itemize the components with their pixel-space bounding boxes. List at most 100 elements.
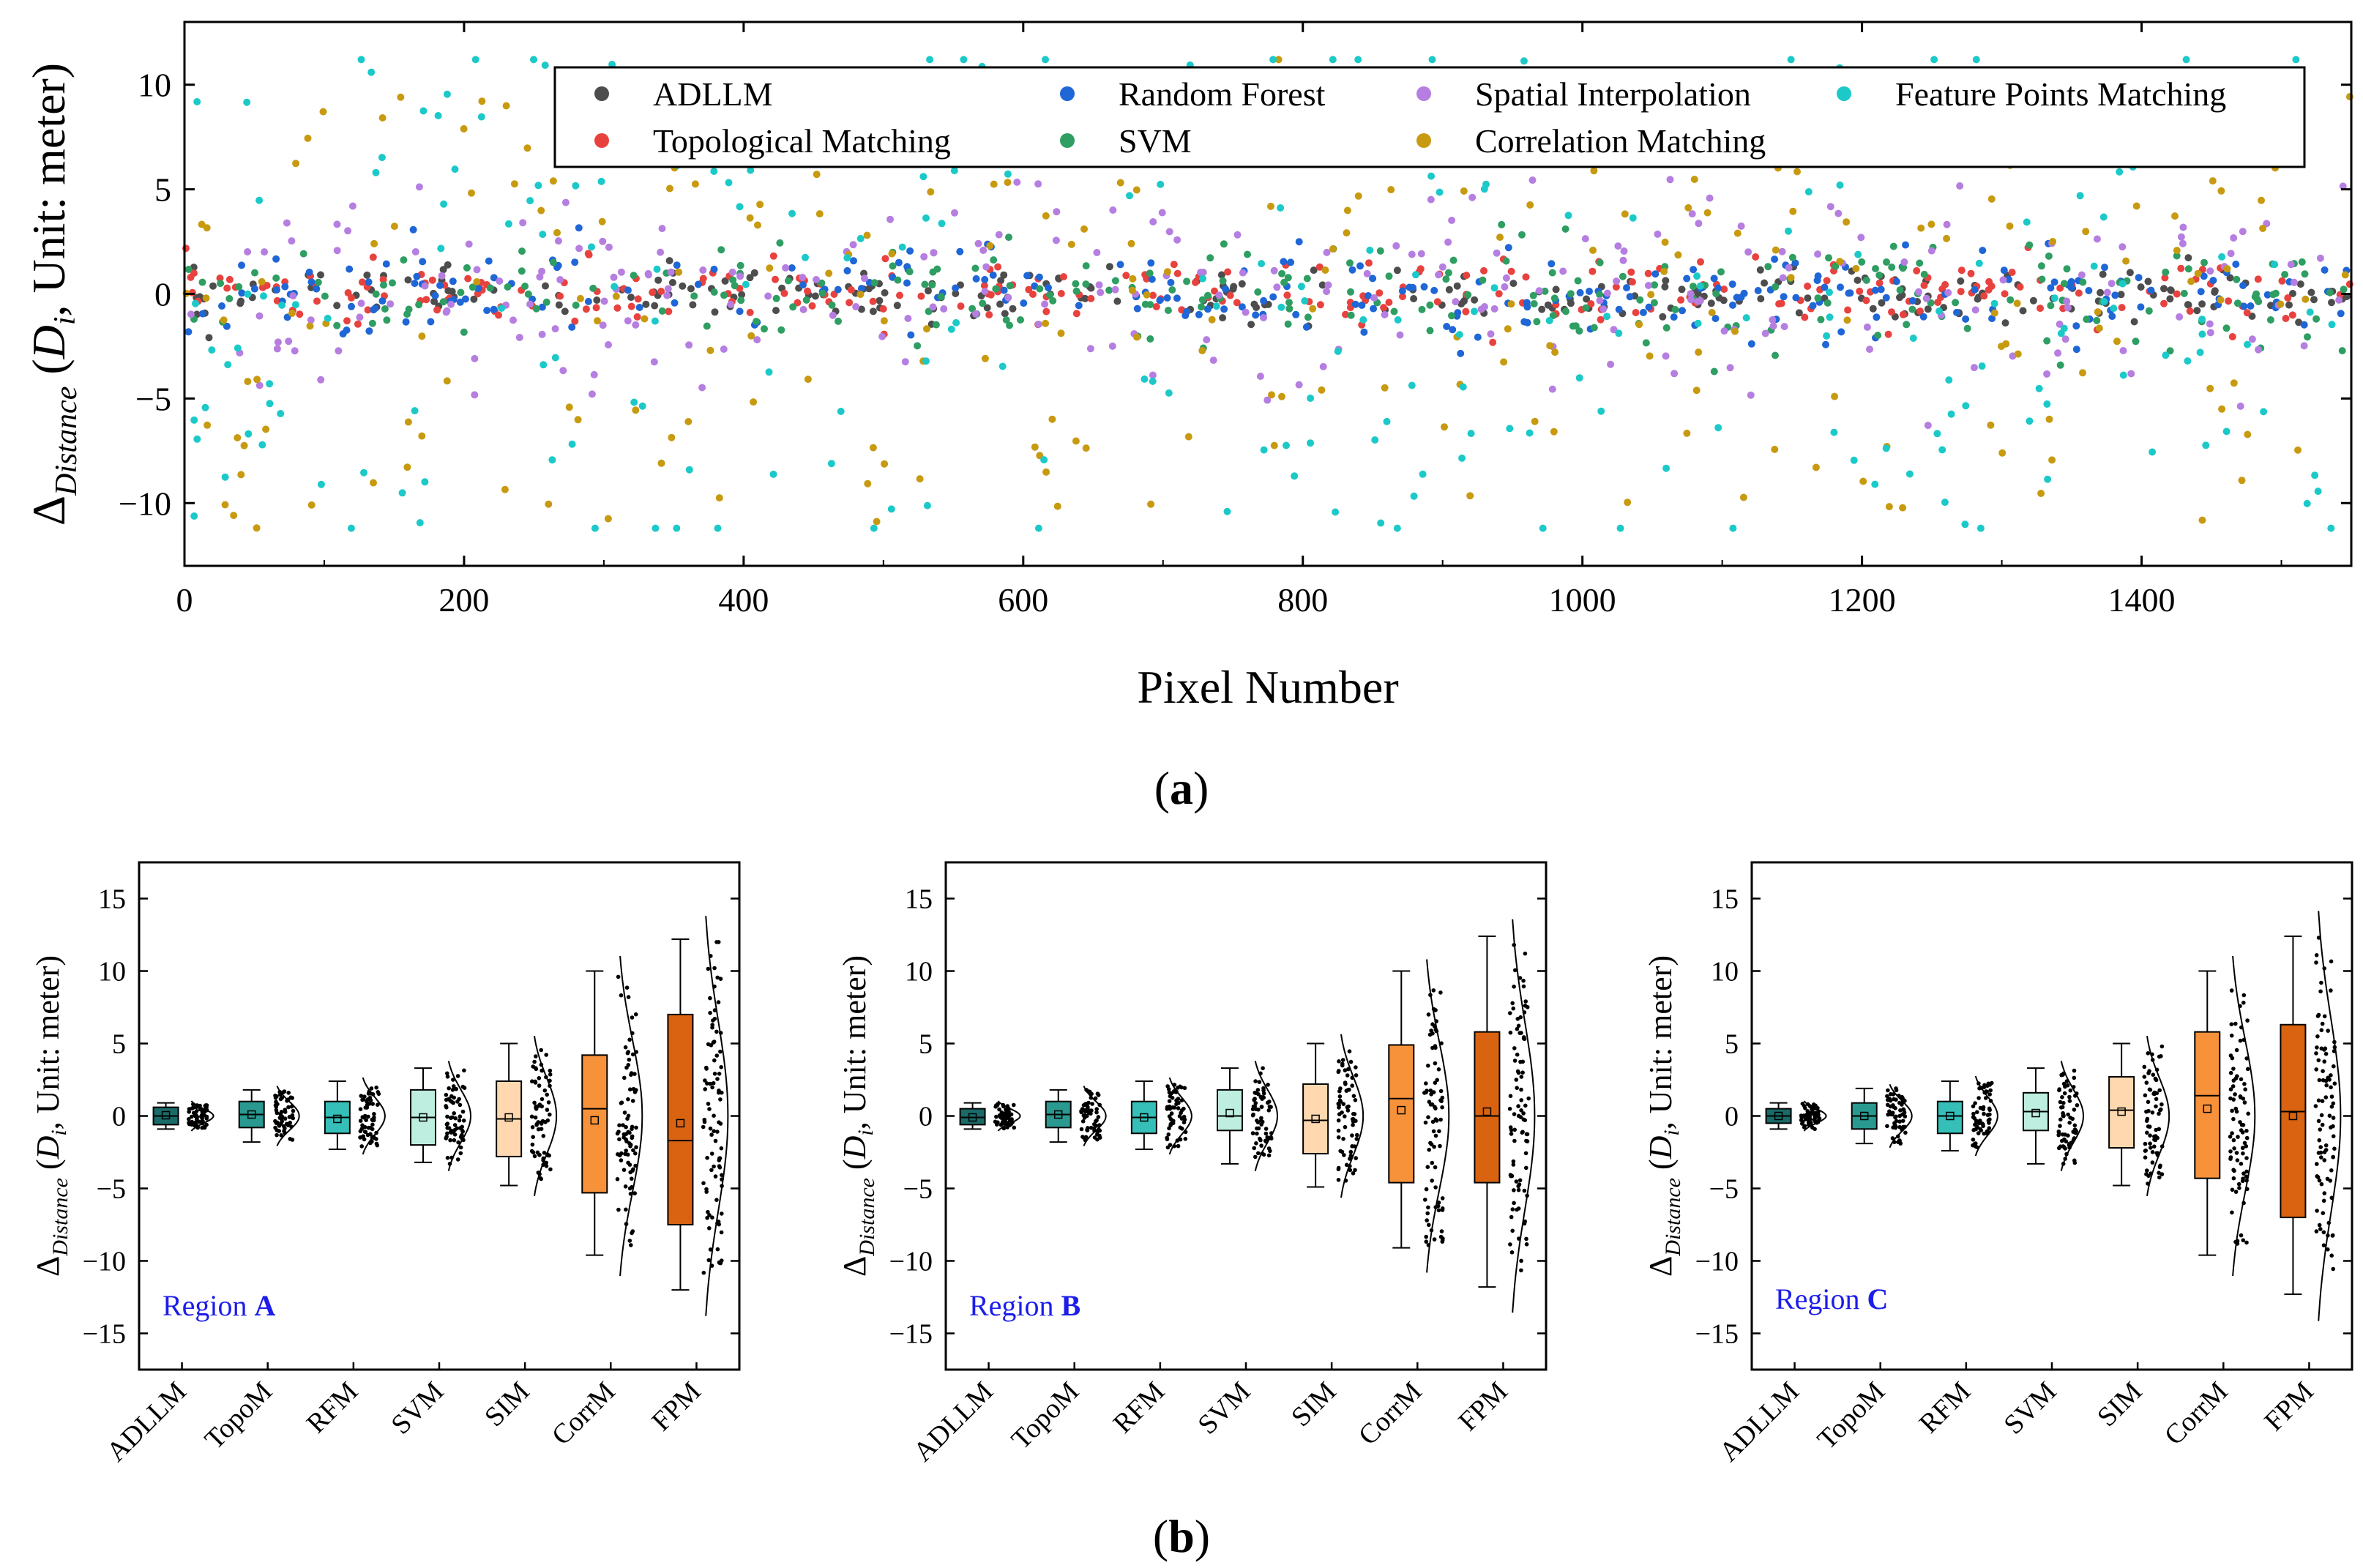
data-point	[847, 286, 855, 294]
legend-marker	[1416, 133, 1431, 148]
jitter-point	[617, 1123, 621, 1127]
data-point	[788, 264, 796, 272]
data-point	[1487, 330, 1495, 338]
jitter-point	[1425, 1211, 1430, 1216]
data-point	[1544, 301, 1552, 309]
data-point	[1412, 271, 1419, 279]
data-point	[1613, 277, 1621, 285]
data-point	[2177, 264, 2185, 272]
data-point	[378, 154, 386, 162]
data-point	[2287, 261, 2295, 269]
jitter-point	[624, 1207, 628, 1212]
jitter-point	[291, 1108, 296, 1113]
data-point	[382, 260, 390, 268]
data-point	[1278, 269, 1286, 277]
jitter-point	[536, 1127, 541, 1132]
jitter-point	[1433, 1133, 1438, 1138]
data-point	[1775, 300, 1783, 308]
x-tick-label: 400	[718, 581, 769, 619]
data-point	[932, 321, 940, 329]
data-point	[1113, 297, 1121, 305]
data-point	[1874, 332, 1882, 340]
data-point	[307, 278, 316, 286]
data-point	[1629, 214, 1637, 222]
jitter-point	[1168, 1094, 1173, 1099]
data-point	[2160, 285, 2168, 293]
jitter-point	[717, 1165, 723, 1170]
jitter-point	[460, 1130, 465, 1134]
jitter-point	[624, 1124, 628, 1130]
x-tick-label: RFM	[301, 1376, 364, 1439]
data-point	[802, 253, 809, 261]
jitter-point	[532, 1059, 537, 1064]
data-point	[811, 292, 819, 300]
data-point	[1987, 283, 1996, 290]
data-point	[198, 310, 206, 318]
jitter-point	[1437, 1129, 1441, 1134]
data-point	[906, 268, 914, 276]
data-point	[799, 274, 807, 281]
mean-marker	[247, 1110, 256, 1119]
data-point	[273, 286, 280, 294]
jitter-point	[2235, 1074, 2239, 1078]
data-point	[1167, 279, 1175, 286]
jitter-point	[998, 1122, 1004, 1127]
data-point	[2232, 261, 2240, 268]
jitter-point	[1971, 1138, 1976, 1142]
jitter-point	[2058, 1100, 2063, 1105]
data-point	[1956, 182, 1964, 190]
data-point	[2082, 228, 2090, 236]
density-curve	[2060, 1061, 2085, 1171]
data-point	[1764, 263, 1772, 271]
jitter-point	[1080, 1107, 1085, 1111]
jitter-point	[2231, 1116, 2236, 1121]
data-point	[2061, 335, 2069, 343]
legend-label: Random Forest	[1119, 75, 1326, 113]
legend-label: Topological Matching	[653, 122, 951, 160]
jitter-point	[187, 1121, 191, 1125]
data-point	[463, 264, 471, 272]
data-point	[1823, 277, 1831, 285]
jitter-point	[704, 1190, 709, 1194]
data-point	[1087, 294, 1095, 302]
jitter-point	[1343, 1082, 1348, 1086]
data-point	[1316, 301, 1324, 309]
data-point	[261, 248, 269, 256]
y-tick-label: 10	[138, 67, 171, 104]
data-point	[1481, 303, 1488, 310]
jitter-point	[544, 1164, 549, 1168]
data-point	[1924, 305, 1932, 313]
jitter-point	[1353, 1168, 1357, 1173]
jitter-point	[630, 1231, 634, 1236]
jitter-point	[1182, 1086, 1187, 1091]
data-point	[367, 68, 376, 76]
data-point	[2184, 265, 2192, 273]
data-point	[1612, 283, 1620, 291]
jitter-point	[2157, 1175, 2162, 1180]
data-point	[1141, 375, 1149, 383]
data-point	[901, 358, 909, 366]
data-point	[2310, 296, 2318, 304]
data-point	[992, 285, 1000, 293]
jitter-points	[2228, 988, 2250, 1246]
data-point	[772, 275, 779, 283]
jitter-point	[717, 1156, 723, 1160]
data-point	[1528, 176, 1537, 184]
legend-marker	[594, 133, 609, 148]
jitter-point	[1515, 1052, 1520, 1057]
data-point	[2316, 254, 2324, 262]
data-point	[929, 268, 937, 276]
data-point	[255, 312, 264, 320]
jitter-point	[701, 1181, 706, 1186]
data-point	[2078, 271, 2086, 279]
jitter-point	[708, 1247, 713, 1252]
data-point	[502, 102, 510, 110]
data-point	[717, 246, 725, 254]
data-point	[1208, 316, 1216, 324]
data-point	[802, 296, 810, 304]
jitter-point	[1430, 1119, 1436, 1124]
data-point	[1603, 289, 1611, 297]
jitter-point	[444, 1105, 449, 1110]
data-point	[1862, 296, 1870, 305]
jitter-point	[1266, 1146, 1272, 1151]
